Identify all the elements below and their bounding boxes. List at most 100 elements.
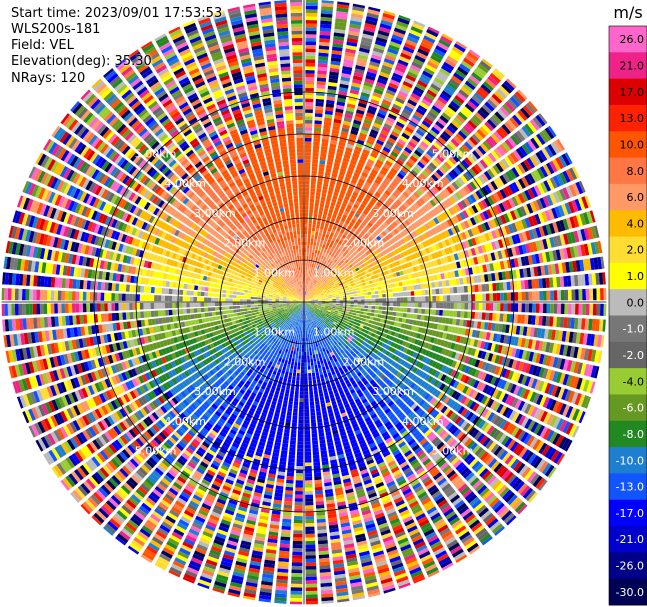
- range-gate: [584, 273, 590, 286]
- range-gate: [314, 249, 318, 254]
- range-gate: [179, 283, 185, 289]
- range-gate: [305, 44, 316, 49]
- range-gate: [291, 37, 303, 42]
- range-gate: [338, 290, 342, 293]
- range-gate: [307, 270, 309, 274]
- range-gate: [299, 273, 302, 278]
- range-gate: [442, 264, 447, 272]
- range-gate: [304, 155, 311, 160]
- range-gate: [296, 137, 304, 142]
- range-gate: [301, 241, 304, 245]
- range-gate: [370, 287, 375, 291]
- range-gate: [545, 277, 550, 288]
- range-gate: [304, 223, 308, 228]
- range-gate: [559, 276, 565, 287]
- range-gate: [285, 210, 290, 215]
- range-gate: [581, 196, 589, 209]
- range-gate: [317, 177, 323, 183]
- range-gate: [298, 191, 304, 196]
- range-gate: [435, 288, 440, 295]
- range-gate: [351, 285, 356, 289]
- range-gate: [330, 289, 334, 292]
- range-gate: [318, 210, 323, 215]
- range-gate: [358, 283, 363, 287]
- range-gate: [298, 262, 301, 267]
- range-gate: [491, 230, 498, 240]
- range-gate: [525, 243, 531, 254]
- range-gate: [301, 273, 303, 278]
- range-gate: [501, 238, 508, 248]
- range-gate: [286, 184, 292, 190]
- range-gate: [295, 245, 299, 250]
- range-gate: [305, 109, 313, 113]
- range-gate: [305, 98, 314, 103]
- range-gate: [315, 109, 323, 114]
- range-gate: [286, 127, 294, 132]
- range-gate: [494, 272, 500, 281]
- range-gate: [547, 264, 553, 275]
- range-gate: [291, 27, 303, 31]
- range-gate: [438, 265, 444, 273]
- range-gate: [517, 257, 523, 267]
- range-gate: [461, 241, 467, 250]
- range-gate: [349, 294, 354, 297]
- range-gate: [482, 264, 488, 273]
- range-gate: [453, 253, 459, 261]
- range-gate: [237, 288, 242, 292]
- range-gate: [402, 269, 408, 275]
- range-gate: [292, 44, 303, 49]
- range-gate: [397, 265, 403, 271]
- range-gate: [375, 294, 379, 298]
- range-gate: [371, 291, 375, 295]
- range-gate: [561, 203, 569, 216]
- range-gate: [404, 274, 409, 280]
- range-gate: [346, 295, 351, 298]
- range-gate: [382, 298, 387, 302]
- range-gate: [288, 224, 292, 229]
- range-gate: [365, 281, 370, 285]
- range-gate: [431, 288, 436, 295]
- range-gate: [379, 281, 385, 286]
- range-gate: [289, 231, 293, 236]
- range-gate: [227, 282, 232, 286]
- range-gate: [247, 293, 252, 297]
- range-gate: [291, 238, 295, 243]
- range-gate: [396, 297, 401, 302]
- range-gate: [308, 223, 312, 228]
- range-gate: [215, 283, 221, 289]
- range-gate: [293, 195, 298, 199]
- range-gate: [301, 248, 304, 253]
- range-gate: [534, 253, 541, 264]
- range-gate: [86, 280, 91, 290]
- range-gate: [233, 287, 238, 291]
- range-gate: [547, 208, 555, 220]
- range-gate: [292, 187, 298, 192]
- range-gate: [288, 242, 292, 247]
- range-gate: [257, 295, 262, 298]
- range-gate: [367, 276, 372, 281]
- range-gate: [311, 170, 318, 175]
- range-gate: [147, 286, 152, 294]
- range-gate: [305, 19, 318, 24]
- range-gate: [111, 283, 116, 291]
- range-gate: [125, 284, 130, 292]
- range-gate: [460, 286, 465, 293]
- range-gate: [296, 148, 304, 153]
- range-gate: [335, 294, 340, 297]
- range-gate: [281, 70, 291, 75]
- range-gate: [443, 272, 449, 279]
- range-gate: [350, 297, 354, 300]
- range-gate: [319, 243, 323, 248]
- range-gate: [304, 173, 310, 178]
- range-gate: [494, 228, 501, 238]
- range-gate: [531, 279, 536, 289]
- range-gate: [305, 5, 318, 10]
- range-gate: [552, 221, 559, 234]
- range-gate: [490, 252, 496, 261]
- velocity-rays: [1, 0, 607, 605]
- range-gate: [386, 279, 392, 284]
- range-gate: [403, 297, 408, 302]
- range-gate: [205, 281, 210, 287]
- range-gate: [305, 119, 313, 124]
- range-gate: [411, 273, 416, 279]
